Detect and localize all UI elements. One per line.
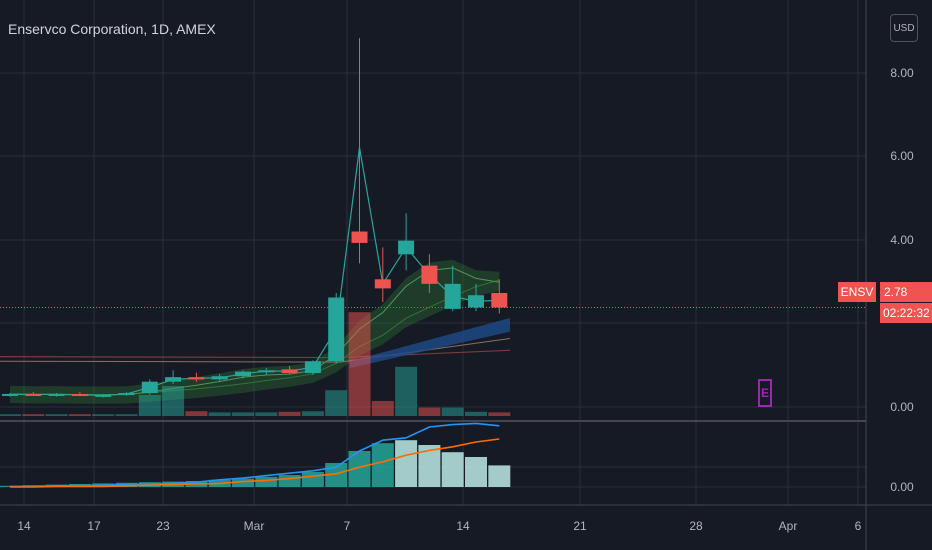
macd-axis-tick: 0.00	[890, 480, 914, 494]
volume-bar	[325, 390, 348, 416]
long-ma-red	[0, 349, 511, 359]
countdown-value: 02:22:32	[883, 306, 930, 320]
volume-bar	[162, 386, 185, 416]
candle-body	[235, 371, 251, 377]
symbol-tag: ENSV	[838, 282, 876, 302]
volume-bar	[0, 414, 21, 416]
macd-histogram-bar	[325, 463, 348, 487]
candle-body	[374, 279, 391, 289]
candle-body	[141, 381, 158, 394]
chart-title: Enservco Corporation, 1D, AMEX	[8, 21, 216, 37]
axes: 8.00 6.00 4.00 0.00 0.00 14 17 23 Mar 7 14 21 28 Apr 6	[17, 66, 914, 533]
candle-body	[95, 394, 112, 397]
macd-histogram-bar	[488, 465, 511, 487]
price-axis-tick: 8.00	[890, 66, 914, 80]
volume-bar	[22, 414, 45, 416]
candle-body	[118, 393, 135, 396]
time-axis-tick: 28	[689, 519, 703, 533]
candle-body	[468, 295, 484, 308]
time-axis-tick: 23	[156, 519, 170, 533]
price-axis-tick: 0.00	[890, 400, 914, 414]
volume-bar	[395, 366, 418, 416]
macd-histogram-bar	[232, 478, 254, 487]
macd-pane	[0, 422, 511, 488]
macd-line	[10, 422, 500, 488]
volume-bar	[185, 411, 208, 416]
macd-histogram-bar	[441, 452, 464, 487]
countdown-tag: 02:22:32	[880, 303, 932, 323]
macd-histogram-bar	[465, 457, 487, 487]
price-axis-tick: 4.00	[890, 233, 914, 247]
candle-body	[25, 393, 42, 396]
moving-average-band	[10, 259, 500, 404]
time-axis-tick: 14	[17, 519, 31, 533]
candle-body	[421, 265, 438, 284]
time-axis-tick: 7	[344, 519, 351, 533]
volume-bar	[465, 411, 487, 416]
candle-body	[258, 370, 275, 373]
volume-bar	[208, 412, 231, 416]
volume-bar	[232, 412, 254, 416]
price-axis-tick: 6.00	[890, 149, 914, 163]
macd-histogram-bar	[301, 472, 324, 487]
close-line	[10, 147, 500, 396]
volume-bar	[45, 414, 68, 416]
volume-bar	[348, 312, 371, 416]
macd-histogram-bar	[348, 451, 371, 487]
volume-bar	[255, 412, 278, 416]
candle-body	[398, 240, 415, 255]
time-axis-tick: 17	[87, 519, 101, 533]
time-axis-tick: 21	[573, 519, 587, 533]
candle-body	[444, 283, 461, 309]
volume-bar	[68, 414, 91, 416]
candle-body	[188, 377, 205, 380]
volume-bar	[371, 401, 394, 416]
volume-bar	[301, 411, 324, 416]
volume-bar	[418, 407, 441, 416]
volume-bar	[138, 395, 161, 416]
long-ma-brown	[0, 337, 511, 363]
earnings-event-label: E	[760, 386, 769, 400]
candle-body	[48, 393, 65, 396]
volume-bar	[278, 411, 301, 416]
candle-body	[304, 361, 321, 374]
candles[interactable]	[2, 38, 508, 398]
volume-bar	[115, 414, 138, 416]
volume-bars	[0, 312, 511, 416]
macd-histogram-bar	[395, 440, 418, 487]
time-axis-tick: 14	[456, 519, 470, 533]
symbol-label: ENSV	[840, 285, 874, 299]
macd-histogram-bar	[418, 445, 441, 487]
candle-body	[351, 231, 368, 243]
signal-line	[10, 438, 500, 488]
time-axis-tick: 6	[855, 519, 862, 533]
volume-bar	[92, 414, 115, 416]
indicator-overlays	[0, 147, 866, 404]
earnings-event-marker[interactable]: E	[758, 379, 772, 407]
trend-band-blue	[350, 317, 510, 369]
candle-body	[281, 369, 298, 374]
time-axis-tick: Apr	[779, 519, 798, 533]
macd-histogram-bar	[371, 443, 394, 487]
candle-body	[2, 393, 18, 396]
volume-bar	[441, 407, 464, 416]
time-axis-tick: Mar	[244, 519, 265, 533]
currency-button[interactable]: USD	[890, 14, 918, 42]
price-tag: 2.78	[880, 282, 932, 302]
volume-bar	[488, 412, 511, 416]
candle-body	[71, 393, 88, 396]
candle-body	[328, 297, 345, 362]
price-value: 2.78	[884, 285, 908, 299]
macd-histogram-bar	[255, 476, 278, 487]
candle-body	[211, 376, 228, 380]
macd-histogram-bar	[278, 475, 301, 487]
candle-body	[165, 377, 182, 382]
candle-body	[491, 292, 508, 308]
